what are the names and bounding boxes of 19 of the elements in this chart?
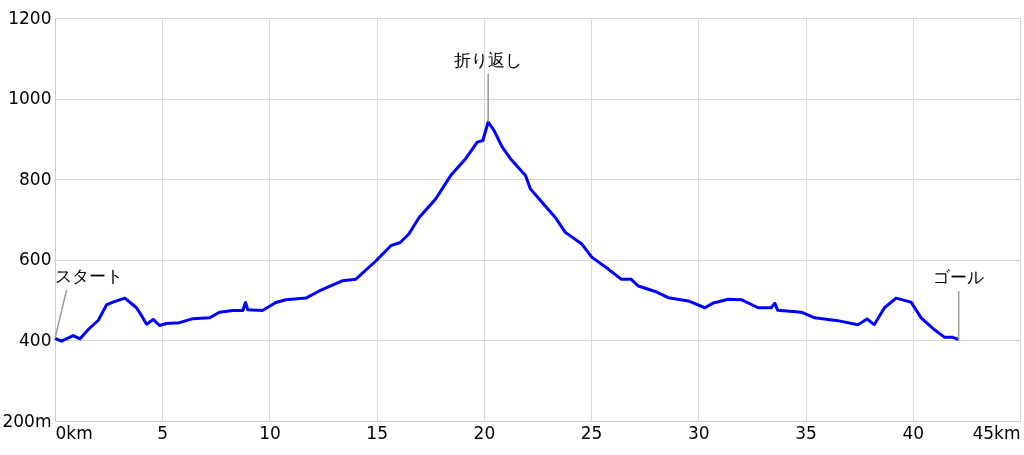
x-tick-label: 40 [902,422,925,443]
x-tick-label: 45km [972,422,1021,443]
x-tick-label: 20 [473,422,496,443]
y-tick-label: 1200 [8,7,52,28]
y-tick-label: 400 [19,329,52,350]
x-tick-label: 35 [795,422,817,443]
x-tick-label: 10 [259,422,281,443]
annotation: スタート [55,266,123,287]
y-tick-label: 1000 [8,88,52,109]
y-tick-label: 200m [2,410,52,431]
x-tick-label: 15 [366,422,388,443]
y-tick-label: 600 [19,249,52,270]
x-tick-label: 25 [580,422,603,443]
x-tick-label: 0km [55,422,93,443]
y-tick-label: 800 [19,168,52,189]
annotation: 折り返し [454,49,523,70]
x-tick-label: 30 [688,422,710,443]
x-tick-label: 5 [157,422,169,443]
annotation: ゴール [933,267,985,288]
